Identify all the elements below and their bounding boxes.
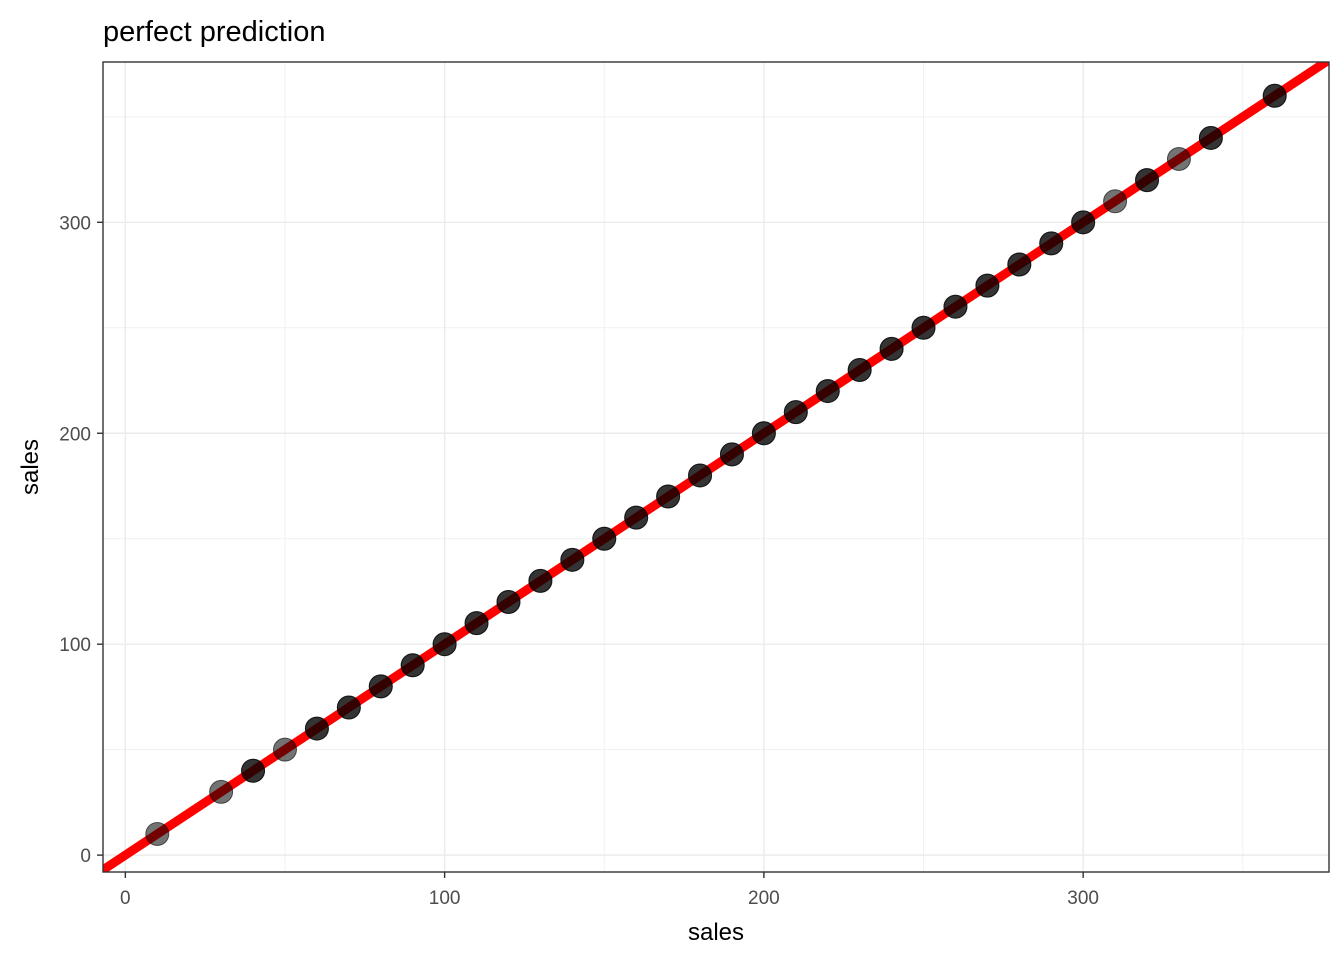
data-point: [145, 822, 170, 847]
data-point: [1166, 147, 1191, 172]
data-point: [496, 590, 521, 614]
data-point: [847, 357, 872, 382]
data-point: [241, 758, 266, 783]
data-point: [368, 674, 393, 699]
data-point: [1007, 252, 1032, 277]
y-tick-label: 0: [80, 846, 91, 867]
data-point: [624, 505, 649, 530]
chart-title: perfect prediction: [103, 16, 325, 48]
data-point: [911, 315, 936, 340]
y-tick-label: 200: [59, 424, 91, 445]
grid-lines: [103, 62, 1329, 872]
axis-ticks: 0 100 200 300 0 100 200 300: [59, 213, 1099, 909]
y-axis-title: sales: [17, 439, 44, 495]
data-point: [719, 442, 744, 467]
data-point: [751, 421, 776, 446]
data-point: [656, 484, 681, 509]
data-point: [975, 273, 1000, 298]
data-point: [432, 632, 457, 657]
data-point: [304, 716, 329, 741]
x-tick-label: 200: [748, 888, 780, 909]
data-point: [1103, 189, 1128, 214]
data-point: [1262, 83, 1287, 108]
data-point: [688, 463, 713, 488]
data-point: [464, 611, 489, 636]
data-point: [1135, 168, 1160, 193]
y-tick-label: 100: [59, 635, 91, 656]
x-tick-label: 300: [1067, 888, 1099, 909]
plot-panel-border: [102, 61, 1330, 873]
data-point: [272, 737, 297, 762]
data-point: [592, 526, 617, 551]
data-point: [815, 379, 840, 404]
data-point: [209, 779, 234, 804]
data-point: [1071, 210, 1096, 235]
y-tick-label: 300: [59, 213, 91, 234]
x-axis-title: sales: [688, 919, 744, 946]
data-points: [145, 83, 1287, 847]
data-point: [560, 547, 585, 572]
x-tick-label: 0: [120, 888, 131, 909]
data-point: [400, 653, 425, 678]
data-point: [1039, 231, 1064, 256]
data-point: [1198, 125, 1223, 150]
data-point: [943, 294, 968, 319]
x-tick-label: 100: [429, 888, 461, 909]
data-point: [528, 568, 553, 593]
data-point: [879, 336, 904, 361]
data-point: [783, 400, 808, 425]
data-point: [336, 695, 361, 720]
